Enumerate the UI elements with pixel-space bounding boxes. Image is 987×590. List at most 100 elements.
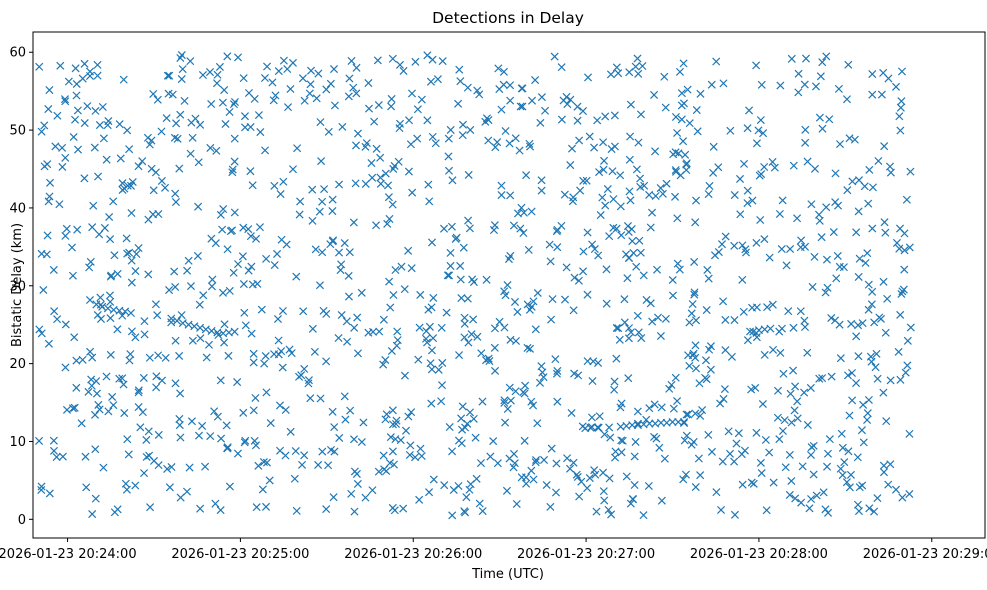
data-point: [471, 433, 480, 442]
data-point: [85, 263, 94, 272]
data-point: [456, 77, 465, 86]
data-point: [652, 265, 662, 274]
data-point: [493, 459, 502, 468]
data-point: [667, 380, 676, 389]
data-point: [891, 82, 901, 91]
data-point: [756, 458, 765, 467]
data-point: [674, 149, 683, 158]
data-point: [460, 333, 469, 342]
data-point: [469, 414, 478, 423]
data-point: [413, 105, 422, 114]
data-point: [462, 493, 471, 502]
data-point: [296, 197, 305, 206]
data-point: [743, 186, 752, 195]
data-point: [634, 138, 643, 147]
data-point: [499, 67, 508, 76]
y-tick-label: 20: [9, 357, 26, 372]
data-point: [233, 449, 242, 458]
data-point: [194, 202, 203, 211]
data-point: [612, 323, 621, 333]
data-point: [552, 369, 561, 378]
data-point: [175, 421, 184, 430]
data-point: [837, 429, 846, 438]
data-point: [106, 314, 115, 323]
data-point: [411, 57, 420, 66]
data-point: [153, 95, 162, 104]
data-point: [522, 479, 531, 488]
data-point: [388, 54, 397, 63]
data-point: [780, 416, 789, 425]
data-point: [244, 266, 253, 275]
data-point: [847, 319, 856, 328]
data-point: [388, 406, 397, 415]
data-point: [91, 445, 100, 454]
data-point: [219, 204, 228, 214]
data-point: [900, 265, 909, 274]
data-point: [118, 374, 127, 383]
data-point: [275, 401, 285, 410]
data-point: [126, 309, 135, 318]
data-point: [370, 117, 379, 126]
data-point: [134, 243, 143, 253]
data-point: [205, 68, 215, 77]
data-point: [500, 398, 509, 407]
data-point: [784, 307, 793, 316]
data-point: [142, 452, 151, 461]
data-point: [593, 423, 602, 432]
data-point: [329, 65, 339, 74]
data-point: [870, 318, 879, 327]
data-point: [818, 124, 827, 133]
data-point: [429, 475, 438, 484]
data-point: [373, 56, 382, 65]
y-tick-label: 0: [18, 513, 26, 528]
data-point: [125, 356, 134, 365]
data-point: [668, 417, 677, 427]
data-point: [285, 345, 294, 354]
data-point: [646, 299, 655, 308]
data-point: [384, 193, 393, 202]
data-point: [801, 54, 811, 63]
data-point: [35, 62, 44, 71]
data-point: [249, 349, 258, 358]
data-point: [417, 451, 426, 461]
data-point: [835, 140, 845, 149]
data-point: [626, 328, 636, 337]
data-point: [682, 159, 691, 168]
data-point: [220, 86, 229, 95]
data-point: [292, 506, 301, 515]
data-point: [626, 196, 635, 205]
data-point: [165, 286, 174, 295]
data-point: [234, 260, 243, 269]
data-point: [638, 62, 647, 71]
data-point: [773, 386, 783, 395]
data-point: [201, 325, 210, 334]
data-point: [381, 169, 390, 178]
data-point: [632, 165, 641, 174]
data-point: [769, 478, 778, 487]
data-point: [730, 457, 739, 466]
data-point: [852, 228, 861, 237]
data-point: [738, 275, 747, 284]
data-point: [863, 249, 872, 258]
data-point: [886, 460, 895, 469]
data-point: [194, 431, 204, 440]
data-point: [632, 262, 641, 271]
data-point: [250, 436, 259, 445]
data-point: [892, 238, 901, 247]
data-point: [576, 186, 585, 195]
data-point: [138, 157, 147, 166]
data-point: [153, 311, 162, 320]
data-point: [787, 476, 796, 486]
data-point: [230, 208, 239, 217]
data-point: [220, 320, 229, 329]
data-point: [154, 351, 163, 360]
data-point: [93, 60, 102, 69]
data-point: [831, 169, 840, 178]
data-point: [807, 495, 816, 504]
data-point: [768, 300, 777, 309]
data-point: [71, 64, 80, 73]
data-point: [677, 101, 686, 110]
data-point: [531, 325, 540, 334]
data-point: [635, 236, 644, 245]
data-point: [233, 53, 243, 62]
